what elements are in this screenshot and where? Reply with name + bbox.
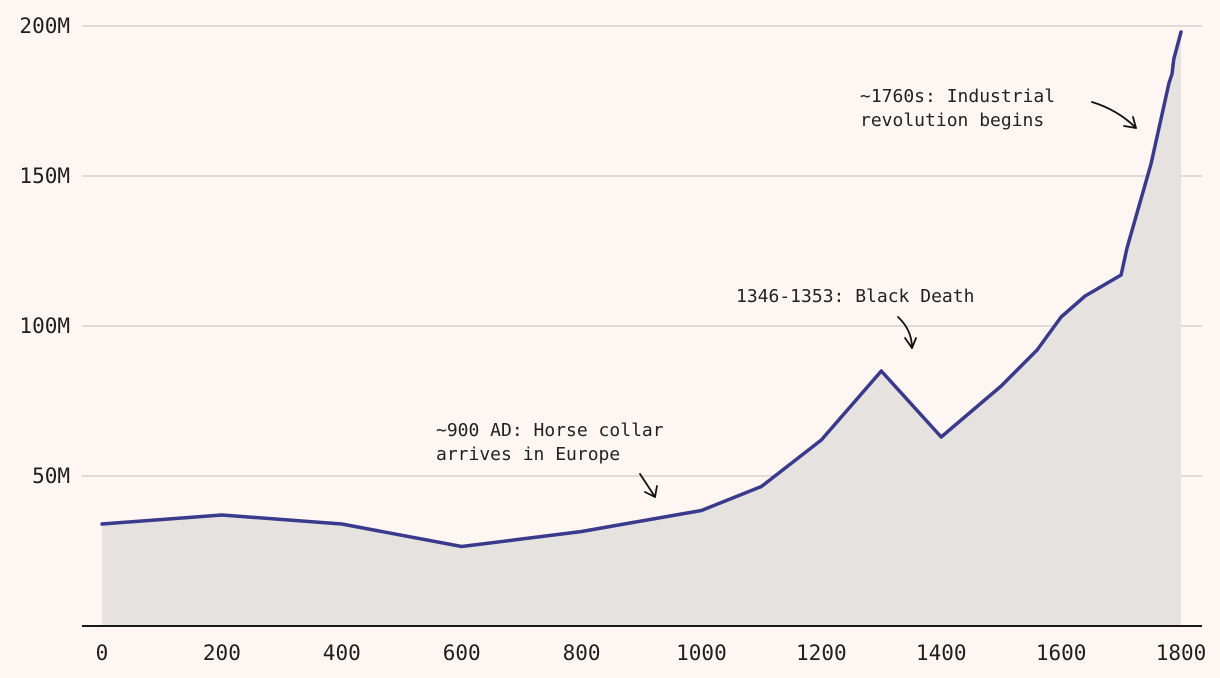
x-tick-label: 800 — [563, 641, 601, 665]
annotation-text: 1346-1353: Black Death — [736, 286, 974, 307]
x-tick-label: 1400 — [916, 641, 967, 665]
annotation-arrow — [1091, 101, 1137, 129]
x-tick-label: 1200 — [796, 641, 847, 665]
arrow-head-icon — [904, 337, 917, 349]
annotation-arrow — [897, 316, 913, 349]
area-fill — [102, 32, 1181, 626]
y-axis-ticks: 50M 100M 150M 200M — [19, 14, 70, 488]
series-line — [100, 30, 1183, 549]
x-axis-ticks: 0 200 400 600 800 1000 1200 1400 1600 1800 — [96, 641, 1207, 665]
x-tick-label: 600 — [443, 641, 481, 665]
arrow-head-icon — [644, 485, 658, 498]
x-tick-label: 200 — [203, 641, 241, 665]
y-tick-label: 100M — [19, 314, 70, 338]
annotations: ~900 AD: Horse collar arrives in Europe 13… — [436, 86, 1137, 498]
annotation-text: ~1760s: Industrial — [860, 86, 1055, 107]
annotation: ~900 AD: Horse collar arrives in Europe — [436, 420, 664, 498]
annotation-arrow — [639, 473, 656, 498]
y-tick-label: 200M — [19, 14, 70, 38]
annotation-text: revolution begins — [860, 110, 1044, 131]
x-tick-label: 400 — [323, 641, 361, 665]
x-tick-label: 1600 — [1036, 641, 1087, 665]
x-tick-label: 1800 — [1156, 641, 1207, 665]
annotation: ~1760s: Industrial revolution begins — [860, 86, 1137, 131]
y-tick-label: 150M — [19, 164, 70, 188]
annotation-text: arrives in Europe — [436, 444, 620, 465]
annotation-text: ~900 AD: Horse collar — [436, 420, 664, 441]
arrow-head-icon — [1123, 116, 1137, 129]
y-tick-label: 50M — [32, 464, 70, 488]
x-tick-label: 1000 — [676, 641, 727, 665]
x-tick-label: 0 — [96, 641, 109, 665]
annotation: 1346-1353: Black Death — [736, 286, 974, 349]
